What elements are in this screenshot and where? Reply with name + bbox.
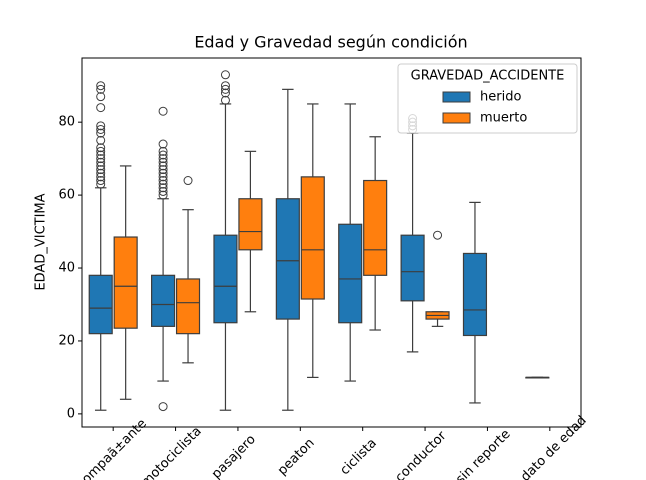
- legend-label: herido: [480, 90, 521, 105]
- outlier: [96, 165, 106, 175]
- box: [363, 179, 388, 276]
- y-tick-label: 60: [58, 188, 75, 203]
- outlier: [96, 150, 106, 160]
- x-tick-label: ciclista: [337, 436, 379, 478]
- outlier: [96, 135, 106, 145]
- box: [213, 234, 238, 324]
- box: [275, 198, 300, 320]
- legend-title: GRAVEDAD_ACCIDENTE: [411, 69, 565, 84]
- x-tick-label: pasajero: [209, 432, 259, 480]
- box: [238, 198, 263, 251]
- outlier: [220, 70, 230, 80]
- box: [175, 278, 201, 335]
- outlier: [158, 106, 168, 116]
- outlier: [96, 92, 106, 102]
- outlier: [96, 172, 106, 182]
- x-tick-label: sin reporte: [453, 427, 513, 480]
- y-axis-label: EDAD_VICTIMA: [34, 193, 49, 290]
- outlier: [158, 183, 168, 193]
- outlier: [96, 103, 106, 113]
- outlier: [220, 81, 230, 91]
- outlier: [96, 84, 106, 94]
- box: [338, 223, 363, 324]
- x-tick-label: peaton: [275, 436, 318, 479]
- box: [300, 176, 325, 300]
- box: [462, 252, 488, 337]
- y-tick-label: 80: [58, 115, 75, 130]
- outlier: [158, 168, 168, 178]
- outlier: [433, 230, 443, 240]
- outlier: [158, 161, 168, 171]
- x-tick-label: acompaã±ante: [68, 416, 149, 480]
- outlier: [96, 157, 106, 167]
- outlier: [158, 190, 168, 200]
- outlier: [96, 179, 106, 189]
- chart-title: Edad y Gravedad según condición: [194, 33, 467, 52]
- outlier: [158, 172, 168, 182]
- outlier: [96, 124, 106, 134]
- outlier: [96, 168, 106, 178]
- outlier: [158, 179, 168, 189]
- outlier: [96, 161, 106, 171]
- outlier: [158, 154, 168, 164]
- outlier: [158, 146, 168, 156]
- outlier: [158, 157, 168, 167]
- x-tick-label: motociclista: [138, 424, 204, 480]
- outlier: [220, 88, 230, 98]
- legend-swatch: [442, 91, 471, 103]
- outlier: [220, 95, 230, 105]
- y-tick-label: 40: [58, 261, 75, 276]
- outlier: [158, 186, 168, 196]
- outlier: [158, 402, 168, 412]
- outlier: [96, 143, 106, 153]
- x-tick-label: conductor: [393, 428, 450, 480]
- outlier: [96, 121, 106, 131]
- legend-swatch: [442, 112, 471, 124]
- legend-label: muerto: [480, 111, 527, 126]
- outlier: [158, 176, 168, 186]
- outlier: [183, 176, 193, 186]
- x-tick-label: sin dato de edad: [502, 413, 590, 480]
- outlier: [96, 146, 106, 156]
- outlier: [96, 128, 106, 138]
- box: [400, 234, 425, 302]
- outlier: [220, 84, 230, 94]
- outlier: [96, 154, 106, 164]
- box: [151, 274, 176, 327]
- y-tick-label: 20: [58, 333, 75, 348]
- box: [113, 236, 138, 329]
- outlier: [158, 139, 168, 149]
- outlier: [158, 150, 168, 160]
- outlier: [158, 165, 168, 175]
- outlier: [96, 81, 106, 91]
- plot-frame: [81, 57, 582, 428]
- y-tick-label: 0: [67, 406, 75, 421]
- outlier: [96, 176, 106, 186]
- box: [88, 274, 113, 335]
